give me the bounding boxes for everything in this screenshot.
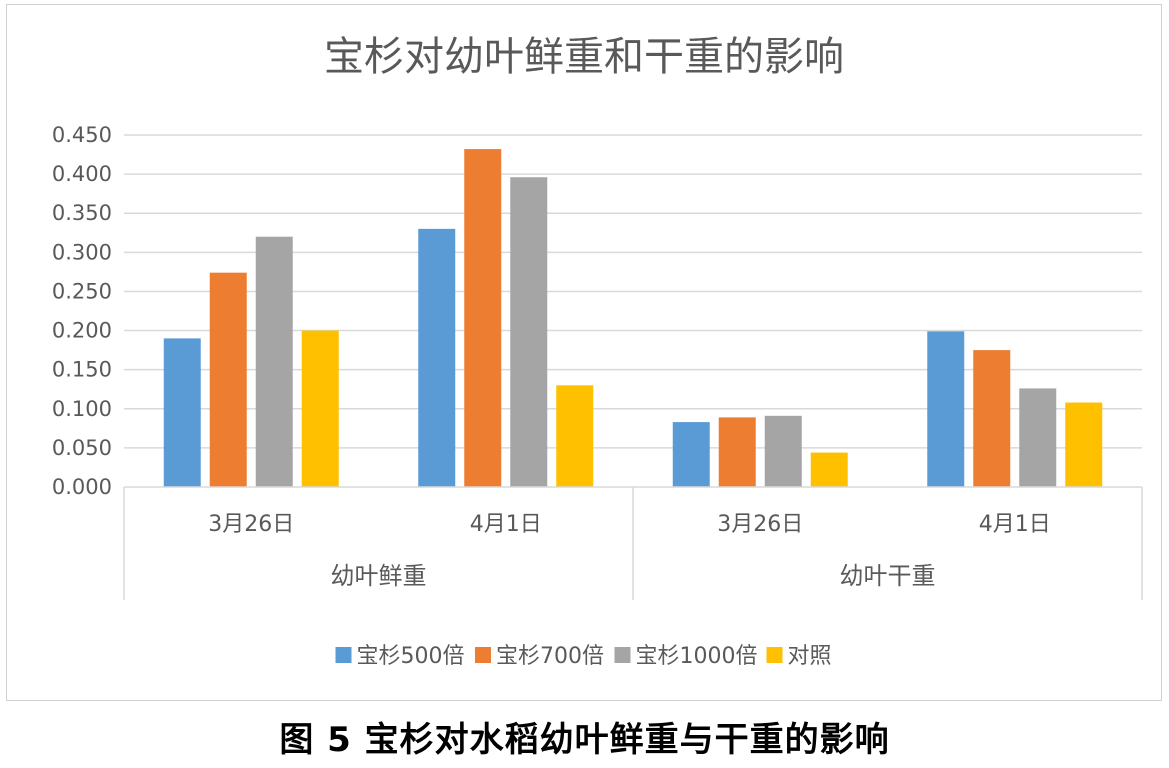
bar [927, 331, 965, 487]
y-tick-label: 0.300 [52, 240, 112, 264]
legend-swatch [766, 647, 783, 663]
x-category-label: 4月1日 [470, 512, 542, 537]
y-tick-label: 0.100 [52, 397, 112, 421]
y-tick-label: 0.000 [52, 475, 112, 499]
legend-swatch [335, 647, 352, 663]
chart-title: 宝杉对幼叶鲜重和干重的影响 [324, 34, 844, 80]
bar [810, 452, 848, 487]
y-tick-label: 0.250 [52, 279, 112, 303]
bar [1019, 388, 1057, 487]
bar-chart: 宝杉对幼叶鲜重和干重的影响 0.000 0.050 0.100 0.150 0.200 0.… [52, 34, 1143, 669]
bar [163, 338, 201, 487]
bar [764, 415, 802, 487]
bar [418, 228, 456, 487]
x-category-label: 3月26日 [717, 512, 803, 537]
bar [510, 177, 548, 488]
y-tick-label: 0.350 [52, 201, 112, 225]
bar [672, 422, 710, 487]
legend-swatch [614, 647, 631, 663]
x-category-label: 3月26日 [208, 512, 294, 537]
legend-label: 对照 [788, 644, 832, 669]
legend-label: 宝杉500倍 [357, 644, 465, 669]
bar [1065, 402, 1103, 487]
x-group-label: 幼叶鲜重 [331, 562, 427, 590]
y-tick-label: 0.450 [52, 123, 112, 147]
bar [255, 236, 293, 487]
figure-caption: 图 5 宝杉对水稻幼叶鲜重与干重的影响 [279, 720, 890, 760]
bar [301, 330, 339, 487]
legend-label: 宝杉700倍 [496, 644, 604, 669]
legend-label: 宝杉1000倍 [636, 644, 758, 669]
bar [556, 385, 594, 487]
y-tick-label: 0.400 [52, 162, 112, 186]
legend-swatch [475, 647, 491, 663]
x-category-label: 4月1日 [979, 512, 1051, 537]
bar [464, 149, 502, 487]
bar [973, 350, 1011, 487]
bar [718, 417, 756, 487]
y-tick-label: 0.050 [52, 436, 112, 460]
y-tick-label: 0.200 [52, 319, 112, 343]
y-tick-label: 0.150 [52, 358, 112, 382]
x-group-label: 幼叶干重 [840, 562, 936, 590]
bar [209, 272, 247, 487]
